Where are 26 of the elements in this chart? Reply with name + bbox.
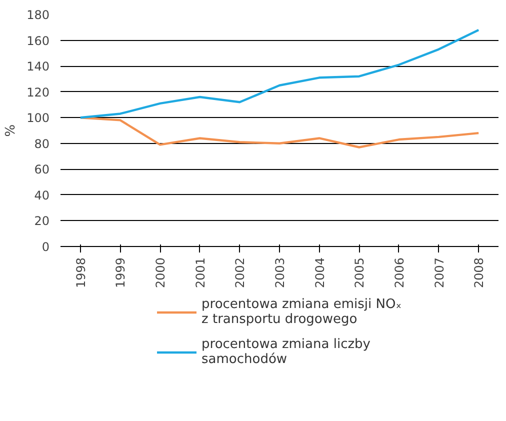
y-tick-label: 60 bbox=[34, 162, 50, 177]
y-tick-label: 120 bbox=[26, 85, 50, 100]
y-tick-label: 20 bbox=[34, 214, 50, 228]
y-tick-label: 80 bbox=[34, 136, 50, 151]
y-tick-label: 100 bbox=[26, 111, 50, 126]
y-tick-label: 0 bbox=[42, 240, 50, 254]
x-tick-label: 2000 bbox=[154, 257, 168, 288]
x-tick-label: 1998 bbox=[74, 257, 88, 288]
line-series bbox=[79, 28, 480, 119]
line-series bbox=[79, 116, 480, 148]
x-tick-label: 2006 bbox=[392, 257, 406, 288]
y-tick-label: 160 bbox=[26, 34, 50, 48]
legend-label: procentowa zmiana liczby samochodów bbox=[202, 337, 370, 367]
x-tick-label: 2005 bbox=[352, 257, 367, 288]
x-tick-label: 1999 bbox=[114, 257, 128, 288]
x-tick-label: 2001 bbox=[193, 257, 208, 288]
x-tick-label: 2002 bbox=[233, 257, 248, 288]
y-axis-title: % bbox=[4, 124, 19, 137]
y-tick-label: 180 bbox=[26, 8, 50, 22]
y-tick-label: 140 bbox=[26, 60, 50, 74]
x-tick-label: 2004 bbox=[312, 257, 327, 288]
x-tick-label: 2007 bbox=[432, 257, 446, 288]
x-tick-label: 2003 bbox=[273, 257, 287, 288]
legend-label: procentowa zmiana emisji NOₓ z transportu drogowego bbox=[202, 297, 402, 327]
y-tick-label: 40 bbox=[34, 188, 50, 202]
x-tick-label: 2008 bbox=[472, 257, 486, 288]
